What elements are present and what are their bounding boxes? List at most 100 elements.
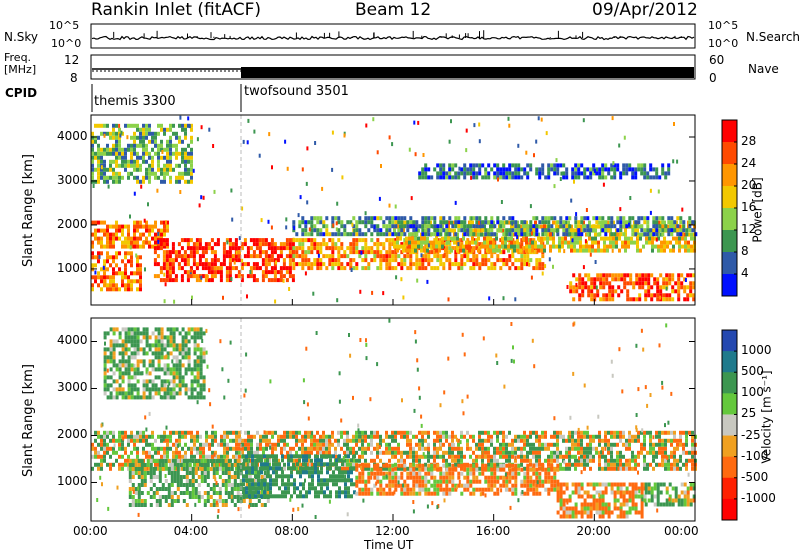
velocity-cell <box>313 442 316 447</box>
velocity-cell <box>118 438 121 443</box>
power-cell <box>139 163 142 168</box>
velocity-cell <box>325 438 328 443</box>
power-cell <box>153 246 157 251</box>
power-cell <box>391 242 395 247</box>
power-cell <box>270 258 274 263</box>
velocity-cell <box>296 470 299 475</box>
velocity-cell <box>676 446 679 451</box>
velocity-cell <box>268 438 271 443</box>
power-cell <box>124 271 127 276</box>
power-cell <box>130 123 133 128</box>
power-cell <box>448 246 452 251</box>
velocity-cell <box>140 467 144 471</box>
power-cell <box>178 179 181 184</box>
velocity-cell <box>352 446 355 451</box>
power-cell <box>222 262 226 267</box>
power-cell <box>178 171 181 176</box>
velocity-cell <box>230 499 234 503</box>
power-cell <box>660 224 663 229</box>
power-cell <box>610 175 614 180</box>
power-cell <box>673 220 677 225</box>
power-cell <box>252 262 256 267</box>
power-cell <box>600 236 603 241</box>
power-cell <box>640 167 644 172</box>
velocity-cell <box>151 446 154 451</box>
velocity-cell <box>487 430 490 435</box>
power-cell <box>541 254 545 259</box>
power-cell <box>181 147 184 152</box>
power-cell <box>619 232 623 237</box>
power-cell <box>573 240 576 245</box>
velocity-cell <box>127 466 130 471</box>
velocity-cell <box>349 462 352 467</box>
power-scatter-cell <box>198 203 201 208</box>
power-cell <box>301 258 305 263</box>
power-cell <box>370 220 374 225</box>
power-cell <box>285 242 289 247</box>
velocity-cell <box>272 470 275 475</box>
power-cell <box>337 238 341 243</box>
power-cell <box>396 248 399 253</box>
power-cell <box>559 216 563 221</box>
velocity-cell <box>109 466 112 471</box>
velocity-cell <box>169 462 172 467</box>
power-cell <box>249 238 253 243</box>
velocity-cell <box>328 450 331 455</box>
velocity-cell <box>385 466 388 471</box>
power-cell <box>310 242 314 247</box>
power-cell <box>145 147 148 152</box>
power-scatter-cell <box>196 137 199 142</box>
power-scatter-cell <box>343 133 346 138</box>
power-cell <box>228 242 232 247</box>
power-cell <box>355 246 359 251</box>
power-cell <box>447 220 450 225</box>
power-cell <box>445 175 449 180</box>
power-cell <box>337 228 341 233</box>
power-cell <box>633 240 636 245</box>
velocity-cell <box>472 438 475 443</box>
velocity-cell <box>221 503 225 507</box>
velocity-cell <box>418 446 421 451</box>
velocity-cell <box>571 438 574 443</box>
velocity-cell <box>281 470 284 475</box>
power-cell <box>496 171 500 176</box>
power-cell <box>615 244 618 249</box>
power-cell <box>439 171 443 176</box>
velocity-cell <box>664 446 667 451</box>
power-cell <box>240 242 244 247</box>
velocity-cell <box>598 450 601 455</box>
velocity-cell <box>661 450 664 455</box>
power-cell <box>112 175 115 180</box>
power-cell <box>136 151 139 156</box>
velocity-cell <box>520 458 523 463</box>
velocity-cell <box>547 442 550 447</box>
power-cell <box>646 224 650 229</box>
power-cell <box>94 220 97 225</box>
power-cell <box>183 262 187 267</box>
velocity-cell <box>182 467 186 471</box>
power-cell <box>445 171 449 176</box>
velocity-cell <box>248 466 251 471</box>
velocity-cell <box>269 474 272 479</box>
power-cell <box>334 258 338 263</box>
power-scatter-cell <box>549 232 552 237</box>
velocity-cell <box>232 446 235 451</box>
power-cell <box>439 163 443 168</box>
velocity-cell <box>352 438 355 443</box>
power-cell <box>514 232 518 237</box>
power-cell <box>660 240 663 245</box>
power-cell <box>148 224 151 229</box>
power-cell <box>192 270 196 275</box>
power-cell <box>307 250 311 255</box>
power-cell <box>295 262 299 267</box>
power-cell <box>349 220 353 225</box>
velocity-cell <box>310 458 313 463</box>
power-cell <box>195 242 199 247</box>
power-cell <box>301 250 305 255</box>
power-cell <box>475 254 479 259</box>
power-cell <box>442 262 446 267</box>
velocity-cell <box>139 430 142 435</box>
power-cell <box>400 232 404 237</box>
power-cell <box>246 274 250 279</box>
power-cell <box>261 258 265 263</box>
